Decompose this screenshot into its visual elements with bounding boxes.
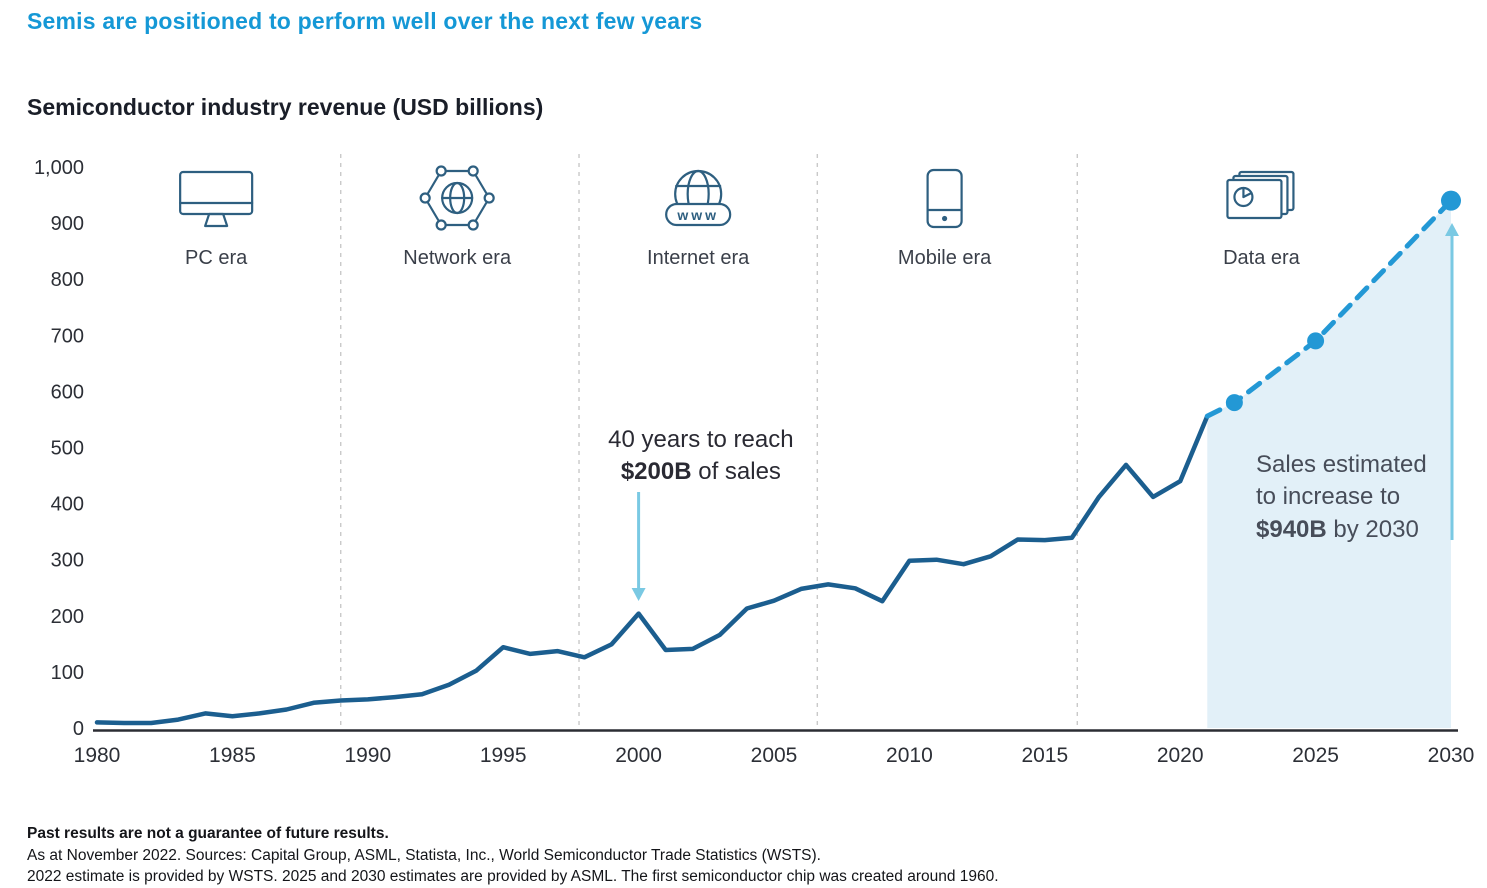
mobile-phone-icon (926, 168, 963, 229)
headline: Semis are positioned to perform well ove… (27, 8, 703, 34)
y-tick-label: 900 (51, 213, 84, 235)
projection-area (1207, 200, 1451, 728)
annotation-arrowhead-icon (1445, 223, 1459, 236)
source-text: As at November 2022. Sources: Capital Gr… (27, 846, 821, 864)
x-tick-label: 1995 (480, 744, 527, 767)
projection-dot (1307, 332, 1325, 350)
x-tick-label: 2015 (1021, 744, 1068, 767)
forty-years-annotation: 40 years to reach $200B of sales (608, 426, 794, 601)
history-line (94, 413, 1210, 726)
network-icon (419, 165, 495, 231)
www-label: www (676, 207, 719, 223)
annotation-arrowhead-icon (631, 588, 646, 601)
y-tick-label: 800 (51, 269, 84, 291)
footnotes: Past results are not a guarantee of futu… (27, 823, 999, 888)
monitor-icon (179, 170, 254, 228)
y-tick-label: 100 (51, 662, 84, 684)
x-tick-label: 1985 (209, 744, 256, 767)
chart-title: Semiconductor industry revenue (USD bill… (27, 94, 544, 120)
y-tick-label: 300 (51, 550, 84, 572)
projection-line (1204, 198, 1454, 419)
era-label: Mobile era (898, 247, 992, 269)
y-tick-label: 700 (51, 325, 84, 347)
era-data-era: Data era (1223, 170, 1301, 269)
sales-estimate-annotation: Sales estimated to increase to $940B by 20… (1256, 223, 1459, 543)
era-pc-era: PC era (179, 170, 254, 269)
y-tick-label: 0 (73, 718, 84, 740)
x-tick-label: 2030 (1428, 744, 1475, 767)
era-label: Internet era (647, 247, 750, 269)
annotation-text-line: to increase to (1256, 483, 1400, 510)
x-tick-label: 2020 (1157, 744, 1204, 767)
era-label: Network era (403, 247, 512, 269)
x-tick-label: 1980 (74, 744, 121, 767)
era-mobile-era: Mobile era (898, 168, 992, 269)
disclaimer-text: Past results are not a guarantee of futu… (27, 825, 389, 842)
x-tick-label: 2025 (1292, 744, 1339, 767)
internet-globe-icon: www (665, 169, 732, 227)
annotation-text-line: 40 years to reach (608, 426, 793, 453)
y-tick-label: 1,000 (34, 157, 84, 179)
estimates-text: 2022 estimate is provided by WSTS. 2025 … (27, 868, 999, 885)
revenue-line-chart: 0 100 200 300 400 500 600 700 800 900 1,000 1980 198… (34, 154, 1475, 767)
x-tick-label: 2005 (751, 744, 798, 767)
projection-dot (1225, 394, 1243, 412)
data-stack-icon (1226, 170, 1295, 220)
y-tick-label: 500 (51, 438, 84, 460)
era-label: PC era (185, 247, 248, 269)
era-network-era: Network era (403, 165, 512, 269)
annotation-text-line: $200B of sales (621, 458, 781, 485)
x-tick-label: 2000 (615, 744, 662, 767)
y-tick-label: 400 (51, 494, 84, 516)
era-label: Data era (1223, 247, 1301, 269)
y-tick-label: 200 (51, 606, 84, 628)
x-tick-label: 2010 (886, 744, 933, 767)
projection-dot (1441, 190, 1461, 211)
y-tick-label: 600 (51, 381, 84, 403)
era-internet-era: www Internet era (647, 169, 750, 269)
x-tick-label: 1990 (344, 744, 391, 767)
annotation-text-line: $940B by 2030 (1256, 516, 1419, 543)
annotation-text-line: Sales estimated (1256, 451, 1427, 478)
